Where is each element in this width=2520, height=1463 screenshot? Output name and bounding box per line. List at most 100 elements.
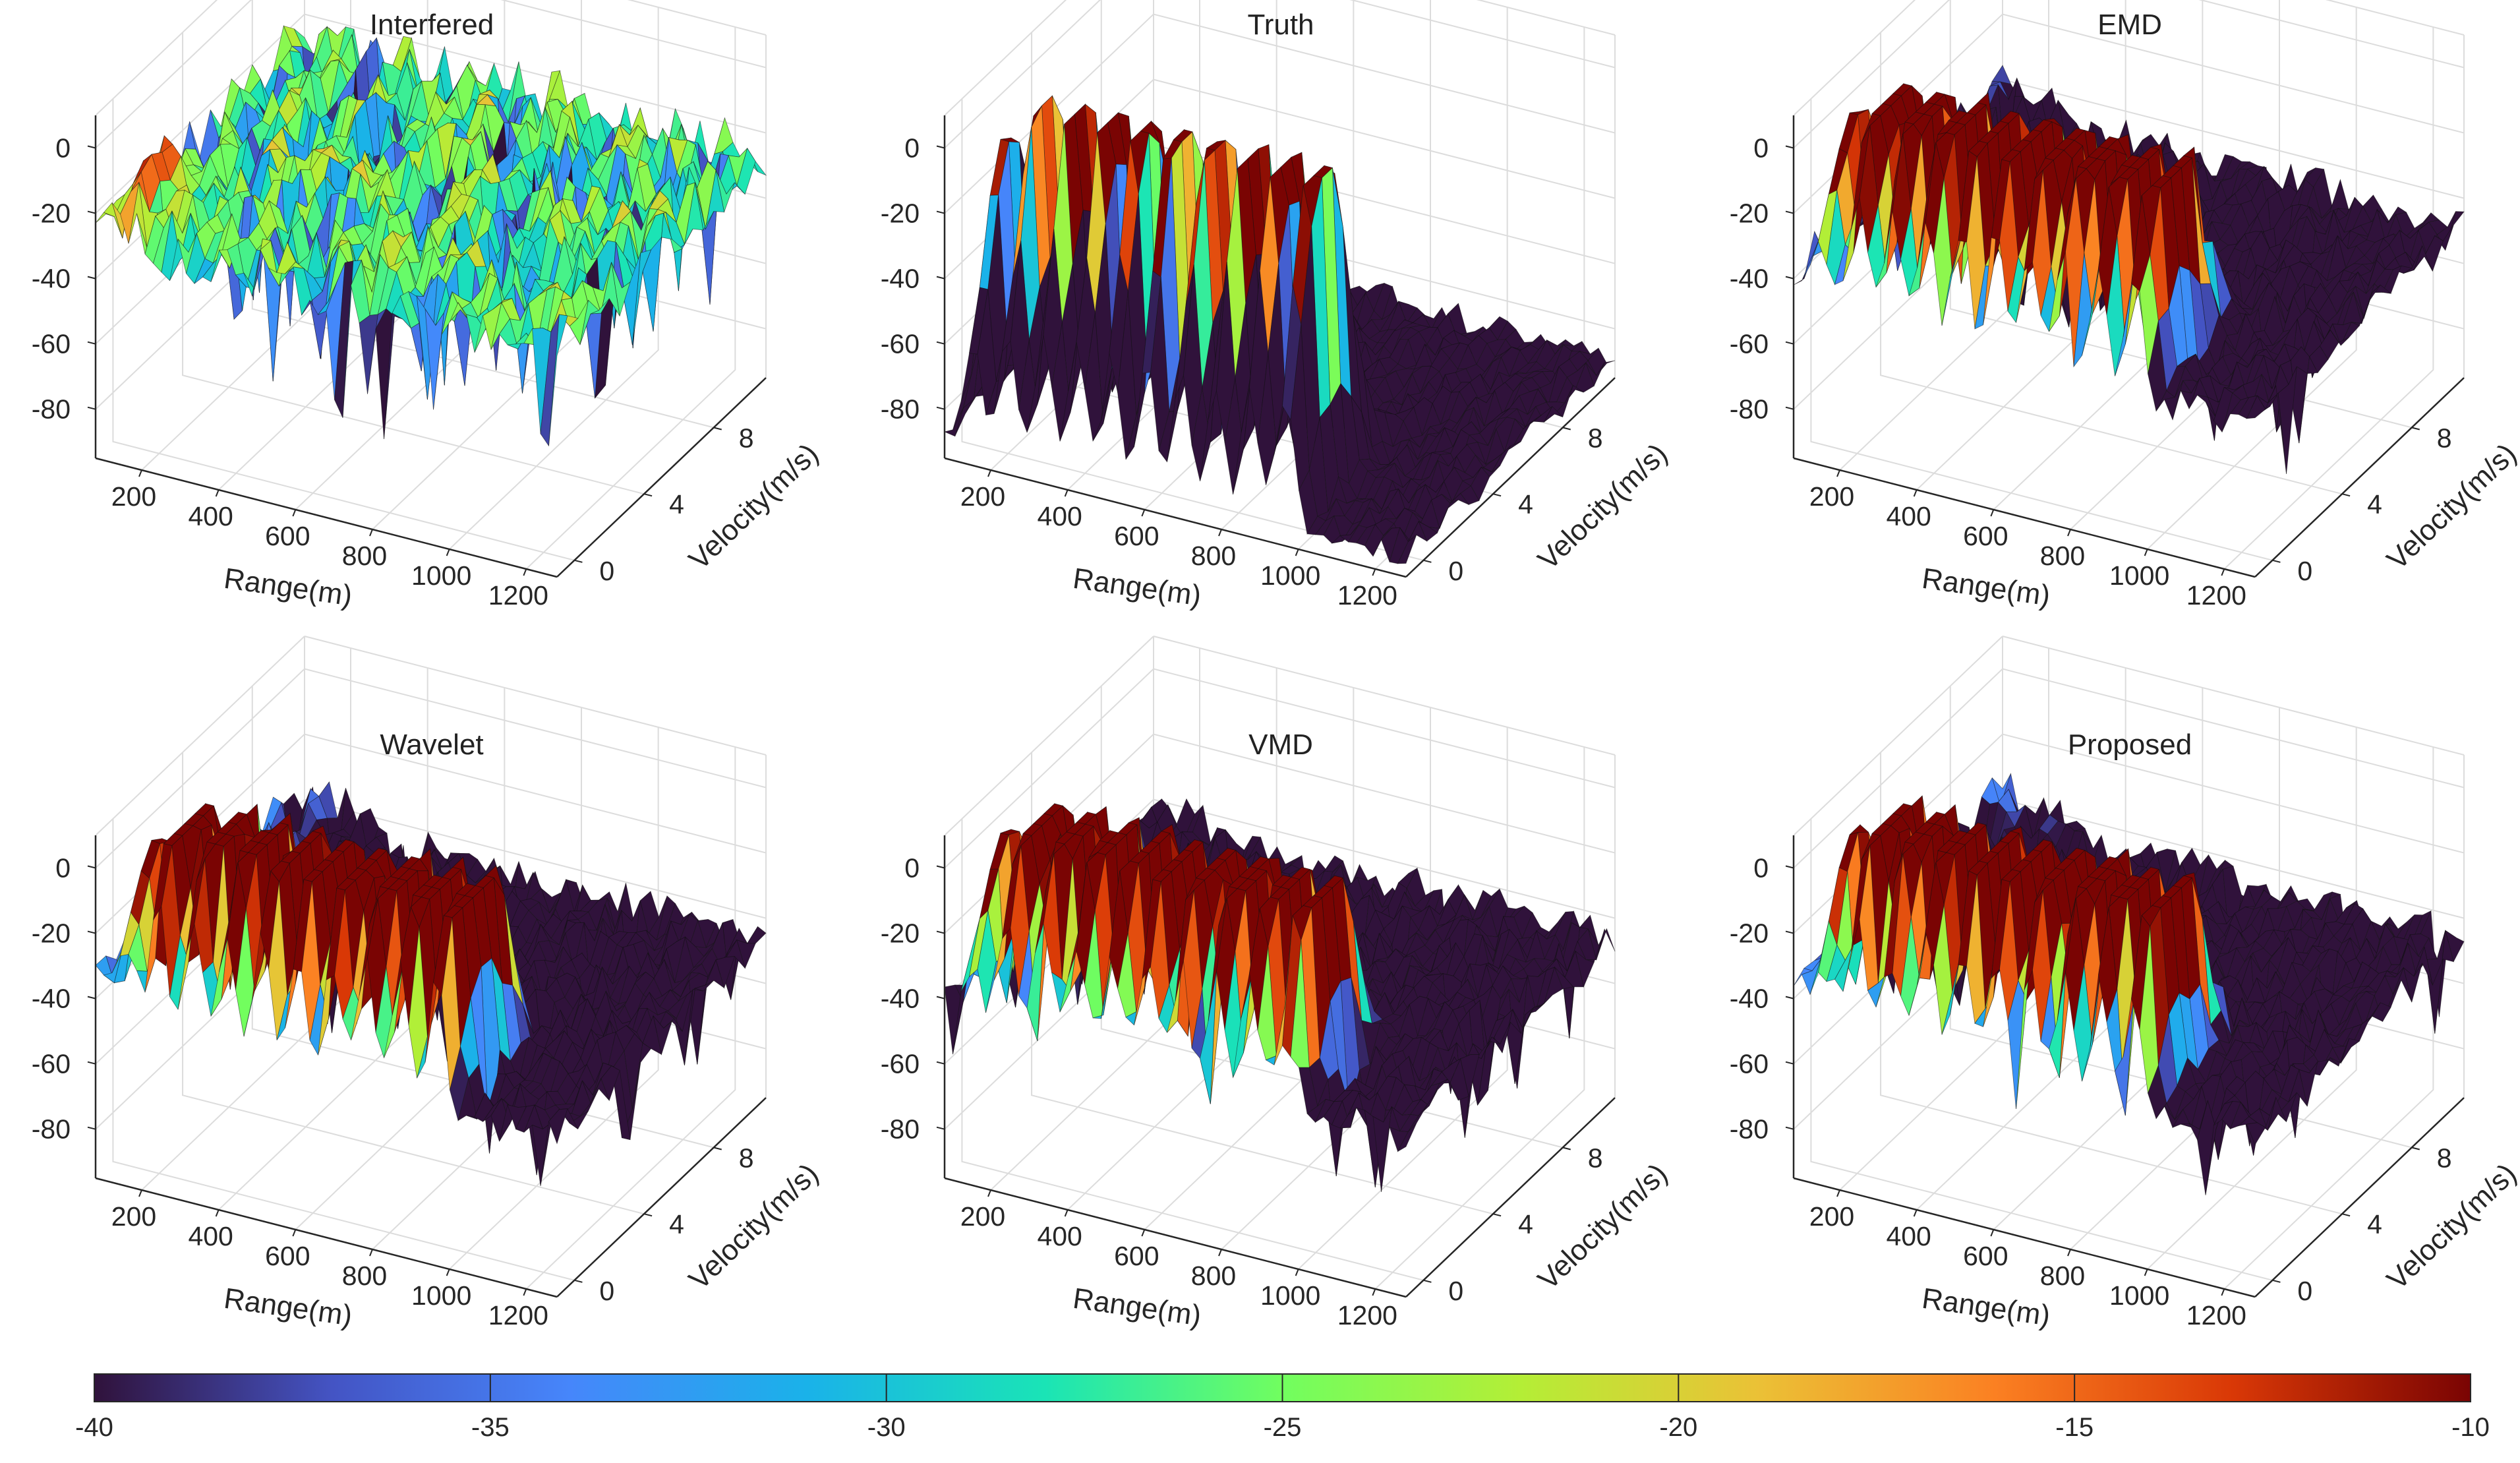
z-tick-label: -20 (32, 918, 71, 949)
x-tick-label: 800 (2040, 541, 2085, 571)
y-tick-label: 0 (599, 1276, 614, 1306)
z-tick (87, 930, 96, 934)
z-tick-label: -40 (32, 984, 71, 1014)
x-tick-label: 600 (1963, 521, 2008, 551)
y-tick (574, 559, 583, 563)
grid-line (95, 0, 218, 116)
surface-patch (746, 926, 767, 944)
x-axis-label: Range(m) (222, 1282, 355, 1332)
x-tick (523, 1288, 527, 1296)
z-tick (936, 210, 945, 214)
z-tick-label: -60 (881, 329, 920, 359)
x-tick (369, 1249, 373, 1257)
x-tick (446, 549, 450, 556)
z-tick (1785, 145, 1794, 149)
x-axis-line (95, 1177, 558, 1298)
z-tick (87, 1061, 96, 1065)
y-tick (2341, 493, 2351, 497)
y-tick-label: 8 (739, 423, 754, 454)
x-tick (138, 469, 142, 477)
surface-patch (548, 314, 568, 446)
z-tick-label: -20 (881, 198, 920, 229)
z-tick (87, 406, 96, 410)
x-tick-label: 1200 (1337, 580, 1397, 611)
x-tick-label: 400 (188, 1221, 233, 1251)
x-axis-label: Range(m) (222, 562, 355, 612)
grid-line (95, 0, 767, 149)
x-tick (1064, 489, 1069, 497)
z-tick-label: 0 (55, 133, 71, 164)
y-tick (1492, 493, 1502, 497)
grid-line (525, 27, 736, 570)
z-tick-label: -80 (32, 394, 71, 425)
z-tick (1785, 341, 1794, 345)
y-tick (574, 1279, 583, 1283)
z-tick (1785, 276, 1794, 280)
grid-line (182, 32, 645, 495)
y-tick (1562, 427, 1571, 431)
x-tick-label: 800 (1191, 541, 1236, 571)
y-tick-label: 8 (739, 1143, 754, 1174)
z-tick-label: -20 (1730, 198, 1769, 229)
y-tick (643, 1213, 653, 1217)
y-axis-label: Velocity(m/s) (683, 1157, 825, 1296)
x-tick (2221, 568, 2225, 576)
y-tick-label: 0 (2297, 556, 2312, 586)
panels: 200400600800100012000480-20-40-60-80Rang… (32, 0, 2520, 1332)
grid-line (627, 0, 767, 36)
x-tick (1218, 529, 1222, 537)
surface-patch (1991, 65, 2012, 84)
x-axis-label: Range(m) (1920, 562, 2053, 612)
x-tick-label: 600 (265, 521, 310, 551)
z-tick (936, 406, 945, 410)
surface (944, 798, 1616, 1192)
z-tick-label: 0 (904, 133, 920, 164)
z-tick (936, 276, 945, 280)
grid-line (961, 98, 1424, 561)
x-tick (369, 529, 373, 537)
y-tick (1423, 559, 1432, 563)
x-axis-label: Range(m) (1071, 562, 1204, 612)
x-tick (446, 1269, 450, 1276)
x-tick (138, 1189, 142, 1197)
x-tick (1141, 509, 1146, 517)
x-tick (523, 568, 527, 576)
x-tick-label: 400 (1886, 501, 1931, 531)
z-tick-label: -40 (881, 264, 920, 294)
y-axis-line (556, 377, 767, 578)
y-tick-label: 4 (669, 1209, 684, 1239)
y-tick-label: 0 (599, 556, 614, 586)
x-tick-label: 600 (265, 1241, 310, 1271)
panel-title: Truth (1247, 9, 1314, 41)
grid-line (1153, 636, 1616, 756)
surface-patch (2330, 179, 2349, 213)
y-tick-label: 8 (1588, 423, 1603, 454)
z-tick (936, 145, 945, 149)
panel-title: Interfered (370, 9, 494, 41)
z-tick (87, 996, 96, 1000)
z-tick (87, 276, 96, 280)
z-tick (1785, 210, 1794, 214)
y-tick-label: 4 (1518, 489, 1533, 520)
grid-line (944, 0, 1067, 116)
surface (95, 781, 767, 1186)
y-tick-label: 4 (2367, 489, 2382, 520)
grid-line (944, 636, 1154, 836)
z-tick (87, 145, 96, 149)
x-tick-label: 1000 (411, 560, 471, 591)
x-tick (215, 489, 220, 497)
x-tick-label: 1000 (2109, 560, 2169, 591)
x-tick (1836, 469, 1840, 477)
grid-line (944, 0, 1616, 149)
panel-truth: 200400600800100012000480-20-40-60-80Rang… (881, 0, 1674, 612)
z-tick (87, 865, 96, 869)
z-tick-label: -40 (1730, 264, 1769, 294)
y-tick (713, 427, 722, 431)
x-tick (1990, 509, 1995, 517)
x-tick (987, 469, 991, 477)
z-tick (87, 1126, 96, 1130)
x-tick-label: 200 (960, 481, 1005, 512)
grid-line (1476, 0, 1616, 36)
surface (1793, 65, 2465, 474)
